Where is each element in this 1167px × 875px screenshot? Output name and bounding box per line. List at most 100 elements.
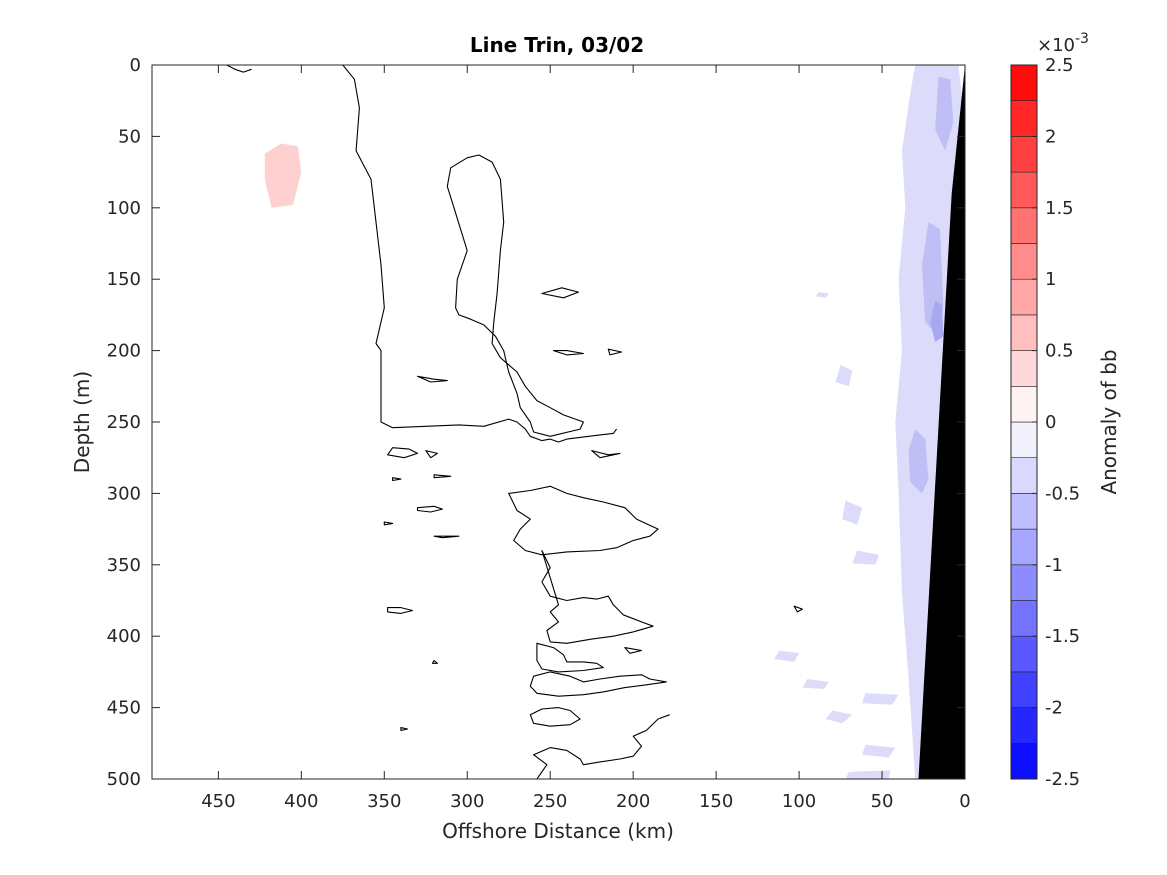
anomaly-region-6	[835, 364, 853, 387]
x-tick-label-0: 450	[201, 791, 235, 812]
colorbar-tick-label-5: 0	[1045, 412, 1056, 433]
y-axis: 0 50 100 150 200 250 300 350 400 450 500	[107, 55, 965, 790]
colorbar-tick-label-9: -2	[1045, 698, 1063, 719]
contour-line-14	[433, 535, 460, 539]
y-tick-label-3: 150	[107, 269, 141, 290]
x-tick-label-3: 300	[450, 791, 484, 812]
contour-line-6	[416, 375, 448, 383]
contour-line-23	[529, 707, 581, 727]
colorbar-band-19	[1010, 64, 1038, 102]
contour-line-24	[400, 727, 409, 731]
colorbar-band-13	[1010, 278, 1038, 316]
x-tick-label-7: 100	[782, 791, 816, 812]
y-tick-label-1: 50	[118, 126, 141, 147]
chart-title: Line Trin, 03/02	[470, 33, 644, 57]
contour-line-16	[541, 549, 654, 644]
colorbar-band-8	[1010, 457, 1038, 494]
x-axis: 450 400 350 300 250 200 150 100 50 0	[201, 65, 971, 812]
anomaly-region-10	[802, 679, 829, 689]
x-tick-label-2: 350	[367, 791, 401, 812]
x-tick-label-4: 250	[533, 791, 567, 812]
colorbar-band-16	[1010, 171, 1038, 209]
colorbar-tick-label-7: -1	[1045, 555, 1063, 576]
anomaly-region-7	[842, 500, 863, 525]
y-tick-label-7: 350	[107, 555, 141, 576]
colorbar-band-6	[1010, 528, 1038, 566]
colorbar-tick-label-2: 1.5	[1045, 198, 1074, 219]
colorbar-band-3	[1010, 635, 1038, 673]
x-tick-label-5: 200	[616, 791, 650, 812]
contour-line-7	[387, 447, 419, 459]
contour-line-2	[446, 154, 584, 437]
x-tick-label-9: 0	[959, 791, 970, 812]
contour-line-9	[392, 477, 402, 482]
anomaly-region-14	[845, 770, 891, 779]
colorbar-label: Anomaly of bb	[1097, 349, 1121, 494]
contour-line-1	[226, 65, 252, 73]
colorbar-tick-label-10: -2.5	[1045, 769, 1080, 790]
contour-line-0	[342, 65, 618, 443]
anomaly-region-2	[935, 76, 954, 151]
colorbar-band-15	[1010, 207, 1038, 244]
contour-line-21	[529, 671, 667, 697]
colorbar-band-11	[1010, 350, 1038, 387]
colorbar-tick-label-0: 2.5	[1045, 55, 1074, 76]
contour-line-19	[536, 642, 604, 673]
colorbar-band-7	[1010, 493, 1038, 530]
anomaly-region-4	[908, 429, 929, 494]
colorbar-exponent-power: -3	[1075, 31, 1089, 47]
colorbar-band-18	[1010, 100, 1038, 137]
contour-line-5	[607, 348, 623, 356]
colorbar-band-10	[1010, 385, 1038, 423]
contour-line-20	[624, 647, 643, 654]
contour-line-18	[793, 605, 803, 613]
contour-line-22	[431, 659, 438, 664]
y-tick-label-10: 500	[107, 769, 141, 790]
anomaly-region-15	[815, 292, 829, 298]
colorbar-exponent-base: ×10	[1037, 35, 1075, 56]
colorbar-exponent: ×10-3	[1037, 31, 1089, 56]
plot-area	[151, 64, 966, 780]
colorbar-tick-label-6: -0.5	[1045, 483, 1080, 504]
contour-line-11	[591, 450, 621, 459]
contour-line-4	[552, 350, 584, 356]
contour-line-15	[383, 521, 394, 526]
contour-line-8	[425, 450, 438, 459]
colorbar: 2.5 2 1.5 1 0.5 0 -0.5 -1 -1.5 -2 -2.5	[1010, 55, 1080, 790]
y-tick-label-5: 250	[107, 412, 141, 433]
colorbar-tick-label-1: 2	[1045, 126, 1056, 147]
colorbar-tick-label-4: 0.5	[1045, 341, 1074, 362]
x-tick-label-6: 150	[699, 791, 733, 812]
bathymetry-shelf	[918, 65, 965, 779]
y-tick-label-9: 450	[107, 698, 141, 719]
colorbar-band-14	[1010, 243, 1038, 280]
x-tick-label-1: 400	[284, 791, 318, 812]
contour-line-25	[533, 714, 670, 779]
anomaly-region-5	[930, 300, 944, 342]
anomaly-region-13	[862, 744, 896, 758]
x-axis-label: Offshore Distance (km)	[442, 819, 674, 843]
anomaly-region-8	[852, 550, 879, 565]
colorbar-band-2	[1010, 671, 1038, 708]
contour-line-12	[508, 485, 659, 556]
anomaly-region-1	[895, 65, 962, 779]
y-tick-label-0: 0	[130, 55, 141, 76]
y-tick-label-2: 100	[107, 198, 141, 219]
anomaly-region-11	[862, 693, 899, 705]
anomaly-region-0	[264, 143, 302, 208]
colorbar-band-17	[1010, 136, 1038, 173]
contour-line-10	[433, 474, 452, 479]
colorbar-band-5	[1010, 564, 1038, 601]
y-axis-label: Depth (m)	[70, 371, 94, 473]
y-tick-label-8: 400	[107, 626, 141, 647]
colorbar-band-0	[1010, 742, 1038, 780]
anomaly-region-12	[825, 710, 853, 724]
colorbar-tick-label-3: 1	[1045, 269, 1056, 290]
colorbar-band-1	[1010, 707, 1038, 744]
anomaly-region-9	[774, 650, 800, 662]
y-tick-label-6: 300	[107, 483, 141, 504]
colorbar-band-4	[1010, 600, 1038, 637]
contour-line-13	[416, 505, 443, 513]
y-tick-label-4: 200	[107, 341, 141, 362]
